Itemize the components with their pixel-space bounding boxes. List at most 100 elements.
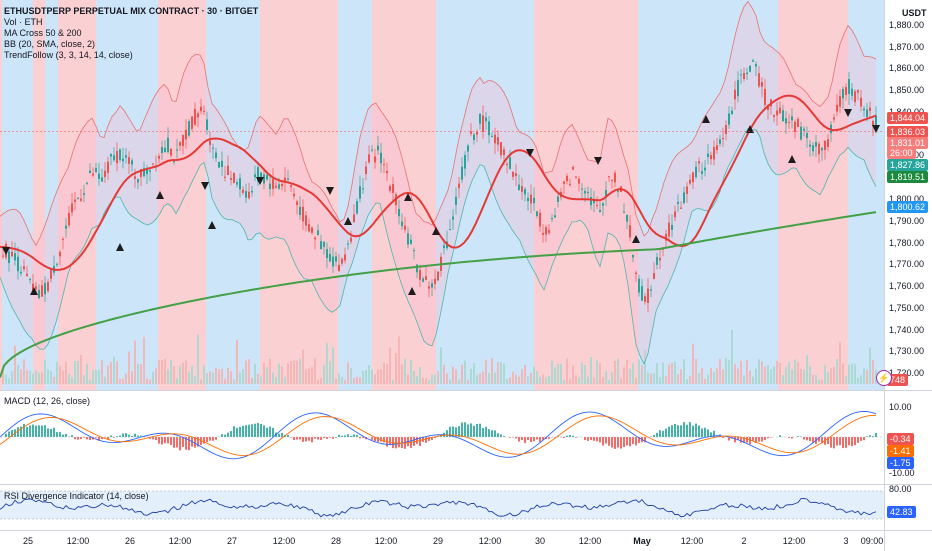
candle-body [50,269,52,279]
legend-trendfollow[interactable]: TrendFollow (3, 3, 14, 14, close) [4,50,258,61]
volume-bar [521,369,523,384]
candle-body [170,149,172,156]
volume-bar [629,369,631,384]
macd-histogram-bar [491,430,493,437]
candle-body [668,223,670,237]
volume-bar [734,364,736,384]
candle-body [596,205,598,206]
volume-bar [86,364,88,384]
volume-bar [758,359,760,384]
volume-bar [302,350,304,384]
volume-bar [323,365,325,384]
volume-bar [5,375,7,384]
macd-histogram-bar [311,437,313,442]
volume-bar [92,370,94,384]
volume-bar [236,340,238,384]
legend-bollinger[interactable]: BB (20, SMA, close, 2) [4,39,258,50]
volume-bar [248,359,250,384]
macd-histogram-bar [227,433,229,437]
macd-histogram-bar [332,437,334,439]
volume-bar [677,374,679,384]
volume-bar [626,360,628,384]
candle-body [797,119,799,127]
candle-body [125,155,127,157]
candle-body [794,122,796,132]
volume-bar [296,361,298,384]
volume-bar [854,364,856,384]
candle-body [506,164,508,165]
volume-bar [743,376,745,384]
candle-body [857,90,859,92]
candle-body [803,129,805,131]
candle-body [14,253,16,260]
candle-body [623,212,625,213]
volume-bar [488,373,490,384]
macd-axis[interactable]: 10.00-10.00-0.34-1.41-1.75 [884,391,932,484]
lightning-icon[interactable]: ⚡ [876,370,892,386]
macd-histogram-bar [236,428,238,437]
candle-body [788,122,790,123]
volume-bar [281,367,283,384]
candle-body [401,222,403,227]
macd-histogram-bar [473,426,475,437]
macd-legend[interactable]: MACD (12, 26, close) [4,396,90,407]
macd-tick-label: 10.00 [889,402,912,412]
volume-bar [176,378,178,384]
macd-histogram-bar [650,436,652,437]
volume-bar [731,330,733,384]
candle-body [359,186,361,199]
candle-body [815,142,817,147]
volume-bar [356,377,358,384]
candle-body [488,121,490,135]
symbol-title[interactable]: ETHUSDTPERP PERPETUAL MIX CONTRACT · 30 … [4,6,258,17]
volume-bar [332,348,334,384]
macd-histogram-bar [110,435,112,437]
volume-bar [341,377,343,384]
volume-bar [674,362,676,384]
macd-histogram-bar [38,425,40,437]
candle-body [758,73,760,86]
macd-histogram-bar [620,437,622,449]
candle-body [77,198,79,199]
candle-body [491,136,493,137]
volume-bar [389,347,391,384]
volume-bar [827,372,829,384]
volume-bar [638,360,640,384]
candle-body [194,109,196,125]
rsi-legend[interactable]: RSI Divergence Indicator (14, close) [4,491,149,502]
macd-histogram-bar [530,437,532,442]
volume-bar [80,355,82,384]
macd-histogram-bar [338,435,340,437]
volume-bar [509,377,511,384]
macd-histogram-bar [833,437,835,448]
legend-volume[interactable]: Vol · ETH [4,17,258,28]
volume-bar [569,379,571,384]
macd-histogram-bar [488,429,490,437]
candle-body [383,164,385,165]
candle-body [653,273,655,279]
macd-histogram-bar [230,431,232,437]
candle-body [62,239,64,240]
macd-histogram-bar [356,435,358,437]
candle-body [203,111,205,112]
candle-body [800,127,802,140]
time-tick-label: 26 [125,536,135,546]
volume-bar [263,363,265,384]
volume-bar [401,365,403,384]
volume-bar [344,380,346,384]
price-badge: 1,800.62 [887,201,928,213]
volume-bar [374,374,376,384]
macd-pane[interactable] [0,391,884,484]
candle-body [233,173,235,183]
volume-bar [206,373,208,384]
candle-body [449,229,451,230]
candle-body [575,176,577,177]
macd-chart-svg [0,391,884,484]
macd-histogram-bar [317,437,319,440]
legend-ma-cross[interactable]: MA Cross 50 & 200 [4,28,258,39]
macd-histogram-bar [632,437,634,444]
volume-bar [680,369,682,384]
price-axis[interactable]: 1,880.001,870.001,860.001,850.001,840.00… [884,0,932,390]
